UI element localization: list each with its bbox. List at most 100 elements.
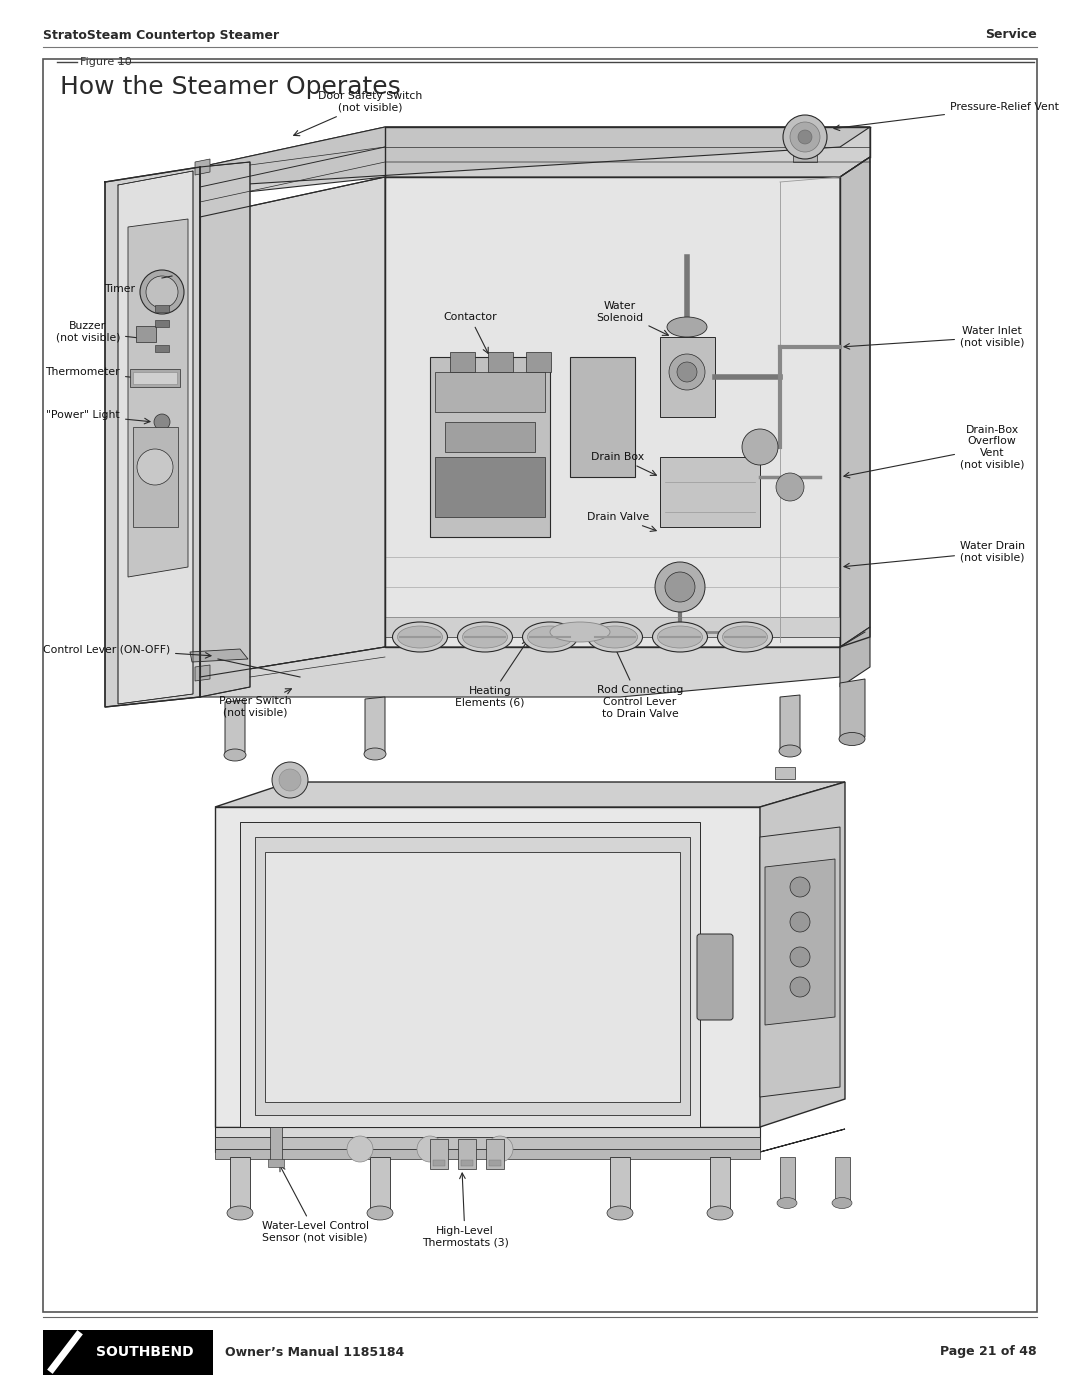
Bar [133, 372, 177, 384]
Circle shape [154, 414, 170, 430]
Text: Control Lever (ON-OFF): Control Lever (ON-OFF) [43, 644, 211, 658]
Bar [230, 1157, 249, 1213]
Bar [156, 305, 168, 312]
Bar [835, 1157, 850, 1201]
Polygon shape [200, 647, 840, 697]
Ellipse shape [397, 626, 443, 648]
Bar [710, 1157, 730, 1213]
FancyBboxPatch shape [43, 59, 1037, 1312]
Text: Pressure-Relief Vent: Pressure-Relief Vent [834, 102, 1058, 130]
Polygon shape [265, 852, 680, 1102]
Polygon shape [105, 168, 200, 707]
Text: Thermometer: Thermometer [45, 367, 144, 381]
Ellipse shape [832, 1197, 852, 1208]
Ellipse shape [707, 1206, 733, 1220]
Ellipse shape [607, 1206, 633, 1220]
Polygon shape [129, 219, 188, 577]
Ellipse shape [658, 626, 702, 648]
Text: Door Safety Switch
(not visible): Door Safety Switch (not visible) [294, 91, 422, 136]
Circle shape [347, 1136, 373, 1162]
Ellipse shape [667, 317, 707, 337]
Circle shape [789, 877, 810, 897]
Ellipse shape [723, 626, 768, 648]
Polygon shape [195, 159, 210, 175]
Bar [133, 427, 178, 527]
Polygon shape [760, 782, 845, 1127]
Polygon shape [700, 937, 730, 1017]
Text: Water Inlet
(not visible): Water Inlet (not visible) [843, 327, 1025, 349]
Polygon shape [660, 337, 715, 416]
Polygon shape [793, 142, 816, 162]
Polygon shape [435, 372, 545, 412]
Polygon shape [255, 837, 690, 1115]
FancyBboxPatch shape [697, 935, 733, 1020]
Polygon shape [215, 807, 760, 1127]
Polygon shape [195, 665, 210, 680]
Polygon shape [760, 827, 840, 1097]
Polygon shape [450, 352, 475, 372]
Text: Power Switch
(not visible): Power Switch (not visible) [218, 689, 292, 718]
Text: StratoSteam Countertop Steamer: StratoSteam Countertop Steamer [43, 28, 279, 42]
Circle shape [742, 429, 778, 465]
Bar [486, 1139, 504, 1169]
Text: High-Level
Thermostats (3): High-Level Thermostats (3) [421, 1173, 509, 1248]
Polygon shape [384, 177, 840, 647]
Text: Timer: Timer [104, 284, 151, 293]
Circle shape [417, 1136, 443, 1162]
Ellipse shape [550, 622, 610, 643]
Circle shape [789, 912, 810, 932]
Text: Drain-Box
Overflow
Vent
(not visible): Drain-Box Overflow Vent (not visible) [843, 425, 1025, 478]
Bar [775, 767, 795, 780]
Circle shape [140, 270, 184, 314]
Text: How the Steamer Operates: How the Steamer Operates [60, 75, 401, 99]
Polygon shape [225, 700, 245, 754]
Circle shape [783, 115, 827, 159]
Text: Page 21 of 48: Page 21 of 48 [941, 1345, 1037, 1358]
Polygon shape [526, 352, 551, 372]
Circle shape [789, 122, 820, 152]
Polygon shape [435, 457, 545, 517]
Ellipse shape [588, 622, 643, 652]
Ellipse shape [777, 1197, 797, 1208]
Text: SOUTHBEND: SOUTHBEND [96, 1345, 193, 1359]
Ellipse shape [462, 626, 508, 648]
Text: Drain Valve: Drain Valve [586, 511, 657, 531]
Bar [156, 345, 168, 352]
Bar [156, 320, 168, 327]
Circle shape [669, 353, 705, 390]
Circle shape [654, 562, 705, 612]
Text: Figure 10: Figure 10 [80, 57, 132, 67]
Ellipse shape [224, 749, 246, 761]
Bar [130, 369, 180, 387]
Text: Water Drain
(not visible): Water Drain (not visible) [843, 541, 1025, 569]
Text: Drain Box: Drain Box [592, 453, 657, 475]
Bar [433, 1160, 445, 1166]
Text: Buzzer
(not visible): Buzzer (not visible) [55, 321, 144, 342]
Polygon shape [215, 1137, 760, 1148]
Polygon shape [840, 679, 865, 740]
Polygon shape [215, 1127, 760, 1153]
Polygon shape [215, 1148, 760, 1160]
Ellipse shape [593, 626, 637, 648]
Polygon shape [840, 627, 870, 687]
Polygon shape [240, 821, 700, 1127]
Bar [461, 1160, 473, 1166]
Ellipse shape [227, 1206, 253, 1220]
Text: Heating
Elements (6): Heating Elements (6) [456, 640, 528, 708]
Bar [268, 1160, 284, 1166]
Circle shape [789, 947, 810, 967]
Polygon shape [660, 457, 760, 527]
Text: Water-Level Control
Sensor (not visible): Water-Level Control Sensor (not visible) [261, 1165, 368, 1243]
Polygon shape [200, 177, 384, 678]
Polygon shape [445, 422, 535, 453]
Bar [489, 1160, 501, 1166]
Circle shape [137, 448, 173, 485]
Circle shape [789, 977, 810, 997]
Circle shape [272, 761, 308, 798]
Ellipse shape [458, 622, 513, 652]
Text: "Power" Light: "Power" Light [46, 409, 150, 423]
Polygon shape [200, 127, 870, 187]
Bar [458, 1139, 476, 1169]
Text: Contactor: Contactor [443, 312, 497, 353]
Circle shape [798, 130, 812, 144]
